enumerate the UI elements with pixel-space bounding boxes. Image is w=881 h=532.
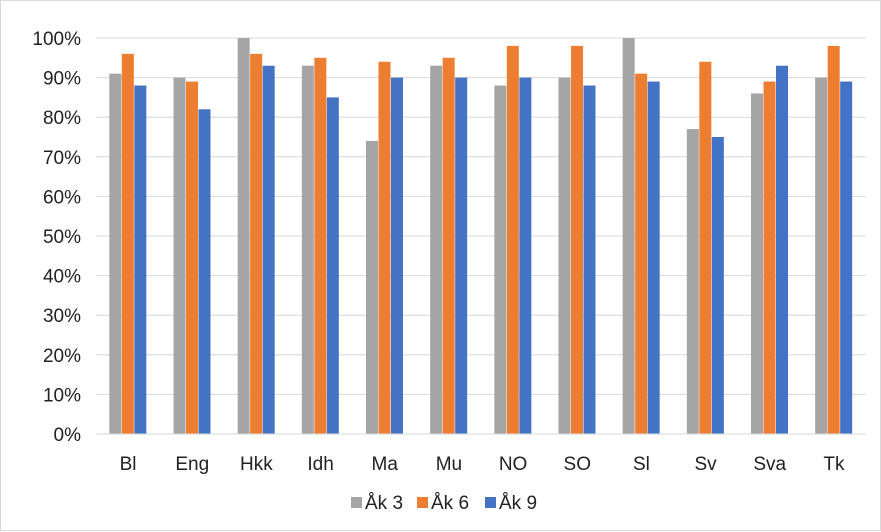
x-tick-label: Sl xyxy=(633,454,650,475)
y-tick-label: 60% xyxy=(43,187,81,208)
bar xyxy=(186,81,198,434)
bar xyxy=(583,85,596,435)
bar xyxy=(711,137,724,434)
legend-label: Åk 6 xyxy=(431,493,469,514)
bar xyxy=(326,97,339,435)
bar xyxy=(173,77,186,434)
x-tick-label: SO xyxy=(564,454,591,475)
bar xyxy=(647,81,660,434)
y-tick-label: 90% xyxy=(43,69,81,90)
y-tick-label: 40% xyxy=(43,267,81,288)
bar xyxy=(391,77,403,434)
legend-label: Åk 9 xyxy=(499,493,537,514)
bar xyxy=(840,81,853,434)
bar xyxy=(776,65,788,434)
y-tick-label: 0% xyxy=(54,425,82,446)
bar xyxy=(519,77,532,434)
bar xyxy=(378,61,391,434)
x-tick-label: NO xyxy=(499,454,528,475)
legend-item: Åk 9 xyxy=(485,493,537,514)
bar xyxy=(262,65,275,434)
bar xyxy=(134,85,147,435)
legend: Åk 3 Åk 6 Åk 9 xyxy=(351,493,537,514)
y-tick-label: 80% xyxy=(43,108,81,129)
legend-label: Åk 3 xyxy=(365,493,403,514)
bar xyxy=(198,109,211,434)
bar xyxy=(366,140,378,434)
bar xyxy=(571,45,583,435)
bar xyxy=(494,85,507,435)
bar xyxy=(751,93,763,434)
y-axis-tick-labels: 0% 10% 20% 30% 40% 50% 60% 70% 80% 90% 100% xyxy=(32,29,81,446)
y-tick-label: 30% xyxy=(43,306,81,327)
bar xyxy=(314,57,327,435)
x-tick-label: Tk xyxy=(823,454,845,475)
bar xyxy=(635,73,648,434)
bar xyxy=(109,73,122,434)
bars xyxy=(109,38,853,435)
x-tick-label: Mu xyxy=(436,454,462,475)
legend-swatch xyxy=(485,497,496,508)
legend-item: Åk 3 xyxy=(351,493,403,514)
bar xyxy=(442,57,455,435)
bar xyxy=(237,38,250,434)
bar xyxy=(250,53,263,435)
bar xyxy=(301,65,314,434)
bar xyxy=(455,77,468,434)
legend-swatch xyxy=(417,497,428,508)
bar xyxy=(558,77,571,434)
y-tick-label: 10% xyxy=(43,385,81,406)
legend-item: Åk 6 xyxy=(417,493,469,514)
x-tick-label: Ma xyxy=(372,454,399,475)
bar xyxy=(506,45,519,435)
bar xyxy=(699,61,712,434)
x-tick-label: Hkk xyxy=(240,454,273,475)
x-tick-label: Sv xyxy=(694,454,717,475)
x-tick-label: Sva xyxy=(753,454,786,475)
bar xyxy=(121,53,134,435)
gridlines xyxy=(96,37,866,395)
x-tick-label: Bl xyxy=(120,454,137,475)
x-tick-label: Idh xyxy=(307,454,333,475)
y-tick-label: 50% xyxy=(43,227,81,248)
bar xyxy=(686,129,699,434)
y-tick-label: 100% xyxy=(32,29,81,50)
y-tick-label: 20% xyxy=(43,346,81,367)
x-tick-label: Eng xyxy=(175,454,209,475)
bar xyxy=(430,65,443,434)
bar xyxy=(622,38,635,434)
bar xyxy=(763,81,776,434)
bar xyxy=(827,45,840,435)
x-axis-tick-labels: Bl Eng Hkk Idh Ma Mu NO SO Sl Sv Sva Tk xyxy=(120,454,845,475)
bar xyxy=(815,77,828,434)
y-tick-label: 70% xyxy=(43,148,81,169)
legend-swatch xyxy=(351,497,362,508)
